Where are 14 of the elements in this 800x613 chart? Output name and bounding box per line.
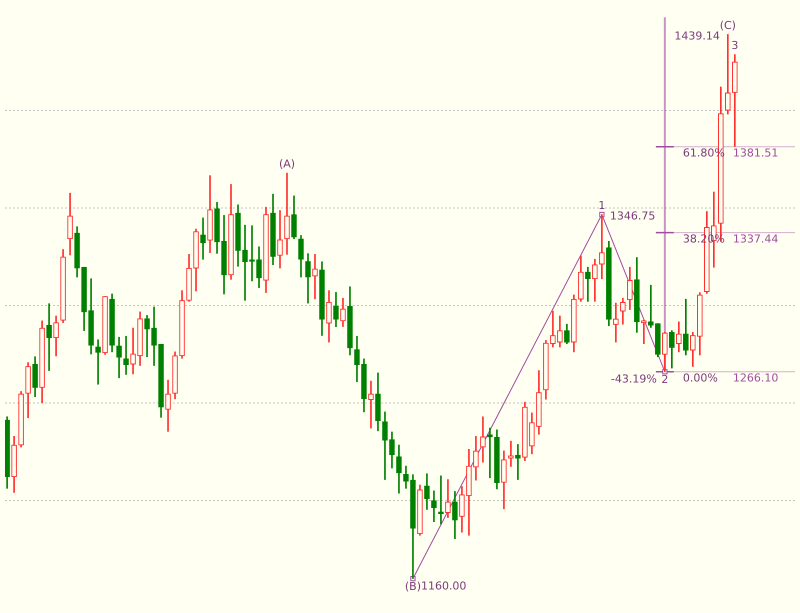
annotation: (A): [278, 157, 296, 170]
ref-line-label: 1381.51: [732, 146, 778, 160]
annotation: (B): [404, 580, 422, 593]
annotation: 0.00%: [682, 372, 718, 385]
annotation: 1: [598, 198, 606, 212]
annotation: 1346.75: [610, 209, 656, 222]
annotation: 3: [731, 38, 738, 52]
annotation: -43.19%: [610, 372, 657, 386]
annotation: 1439.14: [674, 29, 720, 42]
annotation: (C): [720, 18, 736, 32]
annotation: 2: [661, 373, 668, 386]
ref-line-label: 1337.44: [732, 232, 778, 246]
text: 1160.00: [420, 579, 466, 592]
ref-line-label: 1266.10: [732, 372, 778, 385]
